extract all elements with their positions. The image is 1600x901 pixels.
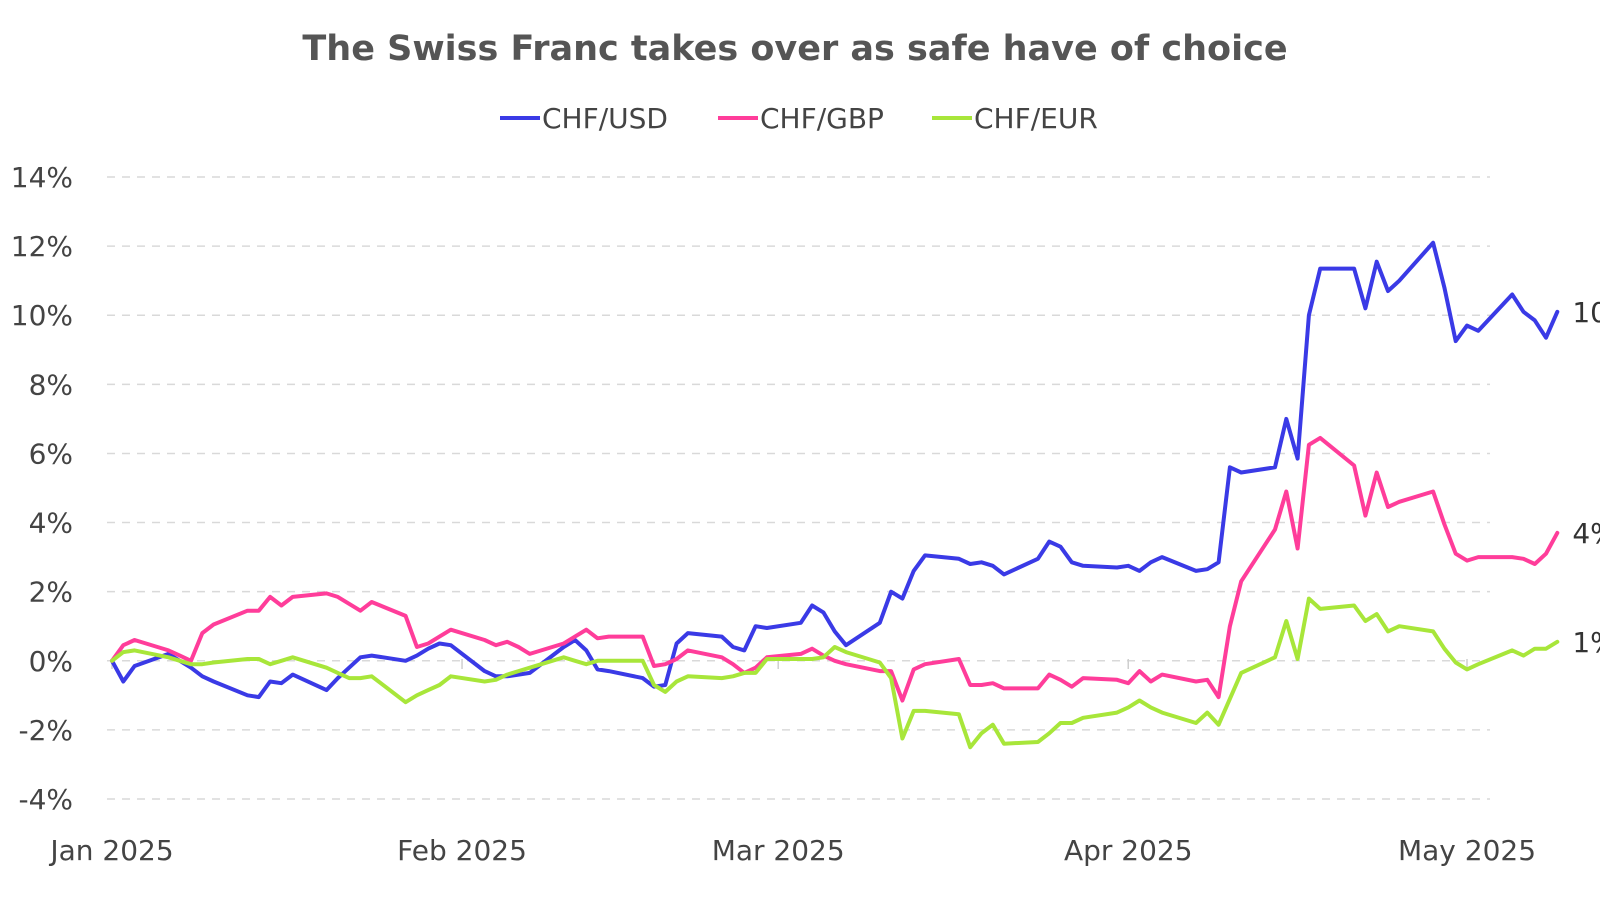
end-labels: 10% 4% 1% bbox=[1572, 296, 1600, 659]
x-tick-label: Apr 2025 bbox=[1064, 834, 1193, 867]
y-tick-label: 0% bbox=[29, 645, 73, 678]
x-axis: Jan 2025 Feb 2025 Mar 2025 Apr 2025 May 2025 bbox=[48, 659, 1536, 867]
series-lines bbox=[110, 240, 1560, 750]
y-tick-label: 4% bbox=[29, 507, 73, 540]
end-label-chf-gbp: 4% bbox=[1572, 517, 1600, 550]
series-line-chf-eur bbox=[110, 596, 1560, 750]
legend-label-chf-eur: CHF/EUR bbox=[974, 102, 1098, 135]
series-line-chf-usd bbox=[110, 240, 1560, 700]
x-tick-label: Jan 2025 bbox=[48, 834, 173, 867]
series-line-chf-gbp bbox=[110, 435, 1560, 703]
y-tick-label: 14% bbox=[11, 161, 73, 194]
end-label-chf-eur: 1% bbox=[1572, 626, 1600, 659]
y-tick-label: -4% bbox=[18, 783, 73, 816]
x-tick-label: May 2025 bbox=[1398, 834, 1536, 867]
legend-label-chf-gbp: CHF/GBP bbox=[760, 102, 884, 135]
legend-label-chf-usd: CHF/USD bbox=[542, 102, 668, 135]
gridlines bbox=[107, 176, 1490, 800]
chart-title: The Swiss Franc takes over as safe have … bbox=[302, 29, 1287, 69]
end-label-chf-usd: 10% bbox=[1572, 296, 1600, 329]
y-axis: 14% 12% 10% 8% 6% 4% 2% 0% -2% -4% bbox=[11, 161, 73, 816]
y-tick-label: 10% bbox=[11, 299, 73, 332]
y-tick-label: 8% bbox=[29, 368, 73, 401]
x-tick-label: Mar 2025 bbox=[712, 834, 845, 867]
y-tick-label: -2% bbox=[18, 714, 73, 747]
y-tick-label: 12% bbox=[11, 230, 73, 263]
y-tick-label: 6% bbox=[29, 437, 73, 470]
legend: CHF/USD CHF/GBP CHF/EUR bbox=[500, 102, 1098, 135]
x-tick-label: Feb 2025 bbox=[397, 834, 527, 867]
y-tick-label: 2% bbox=[29, 576, 73, 609]
